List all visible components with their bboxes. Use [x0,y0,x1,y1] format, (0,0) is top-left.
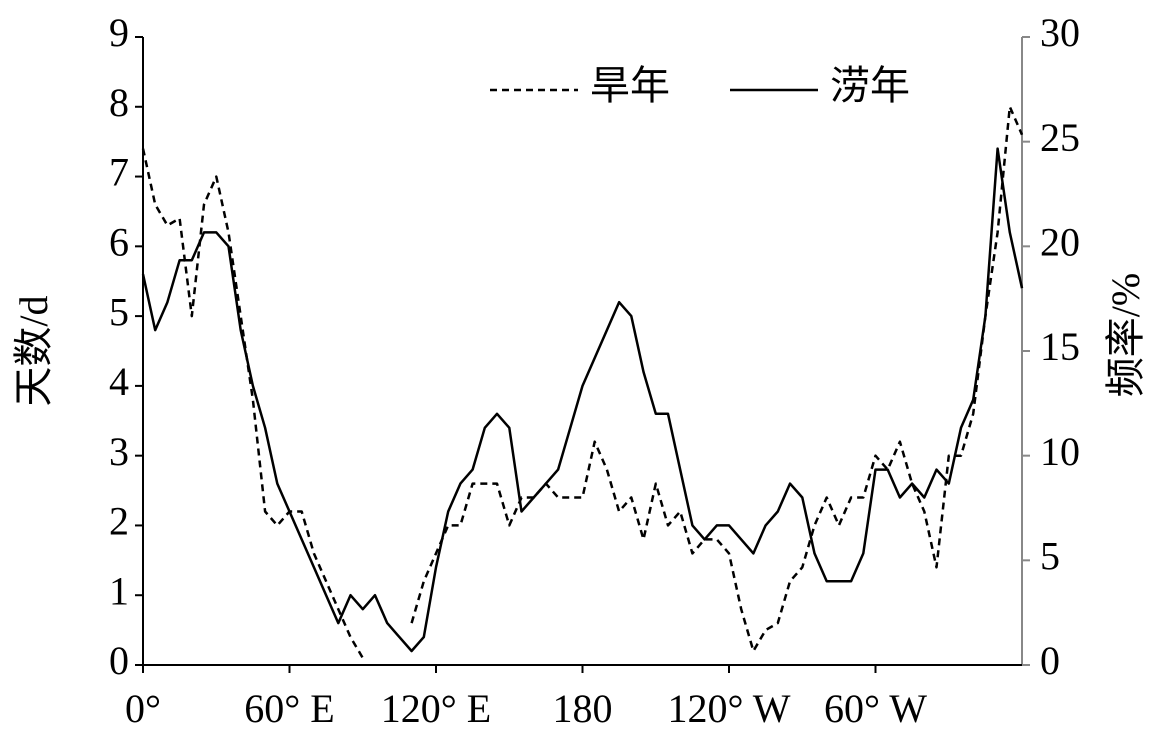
y-axis-label: 天数/d [11,295,56,406]
y2-axis-label: 频率/% [1103,273,1148,397]
x-tick-label: 60° E [244,686,334,731]
data-line [141,147,1024,653]
y-tick-label: 6 [109,220,129,265]
y-tick-label: 1 [109,568,129,613]
y2-tick-label: 20 [1040,220,1080,265]
x-tick-label: 120° E [381,686,491,731]
y2-tick-label: 5 [1040,534,1060,579]
x-tick-label: 180 [553,686,613,731]
y-tick-label: 4 [109,359,129,404]
y-tick-label: 2 [109,499,129,544]
x-tick-label: 0° [125,686,161,731]
y-tick-label: 0 [109,638,129,683]
y-tick-label: 5 [109,289,129,334]
y-tick-label: 8 [109,80,129,125]
x-tick-label: 120° W [667,686,790,731]
legend-label: 涝年 [830,63,910,108]
y-tick-label: 9 [109,10,129,55]
x-tick-label: 60° W [824,686,927,731]
y2-tick-label: 0 [1040,638,1060,683]
y2-tick-label: 15 [1040,324,1080,369]
y2-tick-label: 25 [1040,115,1080,160]
y-tick-label: 7 [109,150,129,195]
data-line [141,105,1024,659]
y2-tick-label: 10 [1040,429,1080,474]
y2-tick-label: 30 [1040,10,1080,55]
legend-label: 旱年 [590,63,670,108]
y-tick-label: 3 [109,429,129,474]
